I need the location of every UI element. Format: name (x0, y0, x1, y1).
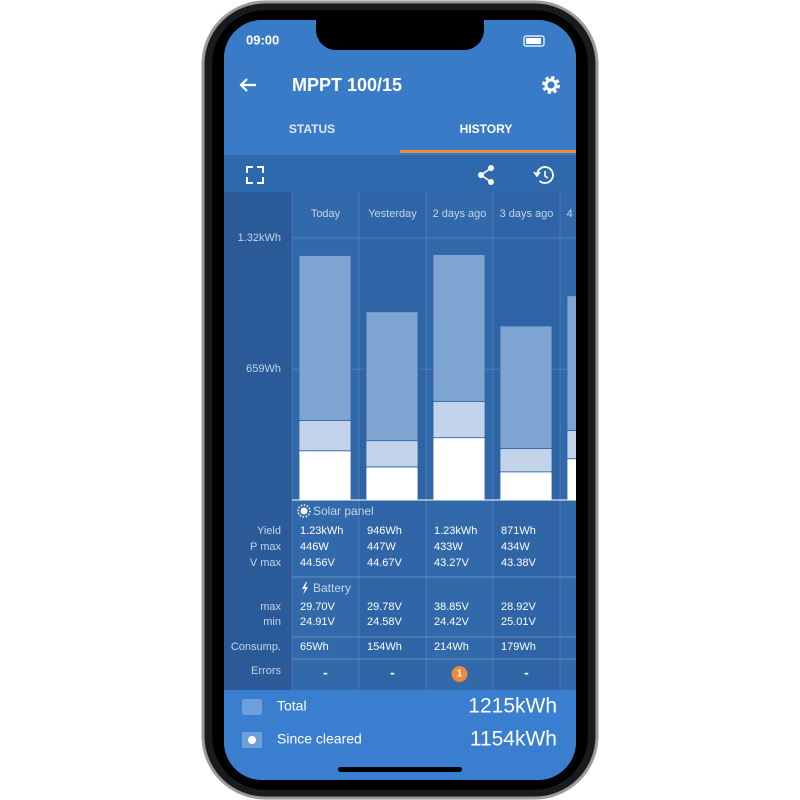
bar-segment (298, 255, 352, 422)
solar-row-value: 1.23kWh (434, 525, 477, 537)
home-indicator (338, 767, 462, 772)
bar-segment (566, 430, 576, 460)
label-column (224, 192, 292, 690)
bar-segment (499, 448, 553, 473)
tab-status[interactable]: STATUS (289, 122, 335, 136)
solar-row-value: 434W (501, 541, 530, 553)
share-dot (488, 165, 494, 171)
battery-row-value: 28.92V (501, 601, 537, 613)
battery-row-value: 25.01V (501, 616, 537, 628)
cleared-label: Since cleared (277, 731, 362, 747)
battery-row-value: 24.91V (300, 616, 336, 628)
battery-row-label: min (263, 616, 281, 628)
solar-row-value: 433W (434, 541, 463, 553)
consumption-label: Consump. (231, 641, 281, 653)
category-label: 3 days ago (500, 208, 554, 220)
history-button[interactable] (533, 166, 554, 184)
errors-value: 1 (457, 669, 463, 680)
content: Today Yesterday 2 days ago 3 days ago 4 days… (231, 208, 621, 682)
history-arrow (533, 171, 541, 178)
bar-segment (566, 458, 576, 501)
consumption-value: 154Wh (367, 641, 402, 653)
category-label: 4 days ago (567, 208, 621, 220)
solar-row-label: V max (250, 557, 282, 569)
category-label: Yesterday (368, 208, 417, 220)
cleared-icon-dot (248, 736, 256, 744)
solar-row-value: 1.23kWh (300, 525, 343, 537)
battery-row-value: 38.85V (434, 601, 470, 613)
battery-row-value: 24.58V (367, 616, 403, 628)
total-label: Total (277, 698, 307, 714)
errors-value: - (524, 665, 529, 681)
gear-ring (544, 78, 558, 92)
tab-history[interactable]: HISTORY (460, 122, 513, 136)
solar-row-label: Yield (257, 525, 281, 537)
sun-icon (300, 507, 308, 515)
errors-value: - (323, 665, 328, 681)
fullscreen-button[interactable] (246, 166, 264, 184)
bar-segment (499, 471, 553, 501)
y-tick-label: 659Wh (246, 363, 281, 375)
battery-row-value: 29.78V (367, 601, 403, 613)
bar-segment (298, 450, 352, 501)
consumption-value: 214Wh (434, 641, 469, 653)
category-label: 2 days ago (433, 208, 487, 220)
section-title: Solar panel (313, 504, 374, 518)
solar-row-value: 43.38V (501, 557, 537, 569)
solar-row-value: 44.67V (367, 557, 403, 569)
tab-underline (400, 150, 576, 153)
battery-row-value: 24.42V (434, 616, 470, 628)
battery-icon (523, 35, 545, 47)
page-title: MPPT 100/15 (292, 75, 402, 95)
gear-teeth (542, 76, 560, 94)
category-label: Today (311, 208, 341, 220)
bolt-icon (302, 582, 308, 595)
share-button[interactable] (478, 165, 494, 185)
solar-row-value: 44.56V (300, 557, 336, 569)
bar-segment (365, 466, 419, 501)
bar-segment (499, 325, 553, 449)
total-icon (242, 699, 262, 715)
screen: 09:00 MPPT 100/15 STATUS HISTORY Today Ye… (224, 20, 621, 780)
bar-segment (566, 295, 576, 431)
total-value: 1215kWh (468, 695, 557, 718)
share-dot (478, 172, 484, 178)
solar-row-value: 447W (367, 541, 396, 553)
settings-button[interactable] (542, 76, 560, 94)
y-tick-label: 1.32kWh (238, 232, 281, 244)
share-dot (488, 179, 494, 185)
cleared-value: 1154kWh (470, 728, 557, 751)
battery-row-value: 29.70V (300, 601, 336, 613)
battery-level (526, 38, 541, 44)
consumption-value: 65Wh (300, 641, 329, 653)
toolbar (224, 155, 576, 192)
bar-segment (365, 311, 419, 442)
history-arc (536, 166, 554, 184)
solar-row-label: P max (250, 541, 281, 553)
solar-row-value: 946Wh (367, 525, 402, 537)
bar-segment (365, 440, 419, 468)
history-hands (544, 171, 549, 179)
bar-segment (432, 400, 486, 439)
battery-row-label: max (260, 601, 281, 613)
notch (316, 20, 484, 50)
back-button[interactable] (239, 78, 256, 92)
sun-rays (297, 504, 311, 518)
errors-label: Errors (251, 665, 281, 677)
solar-row-value: 43.27V (434, 557, 470, 569)
consumption-value: 179Wh (501, 641, 536, 653)
errors-value: - (390, 665, 395, 681)
solar-row-value: 871Wh (501, 525, 536, 537)
bar-segment (298, 420, 352, 452)
totals-panel (224, 690, 576, 780)
clock: 09:00 (246, 32, 279, 47)
error-badge (451, 666, 468, 682)
bar-segment (432, 437, 486, 501)
solar-row-value: 446W (300, 541, 329, 553)
bar-segment (432, 254, 486, 402)
section-title: Battery (313, 581, 351, 595)
